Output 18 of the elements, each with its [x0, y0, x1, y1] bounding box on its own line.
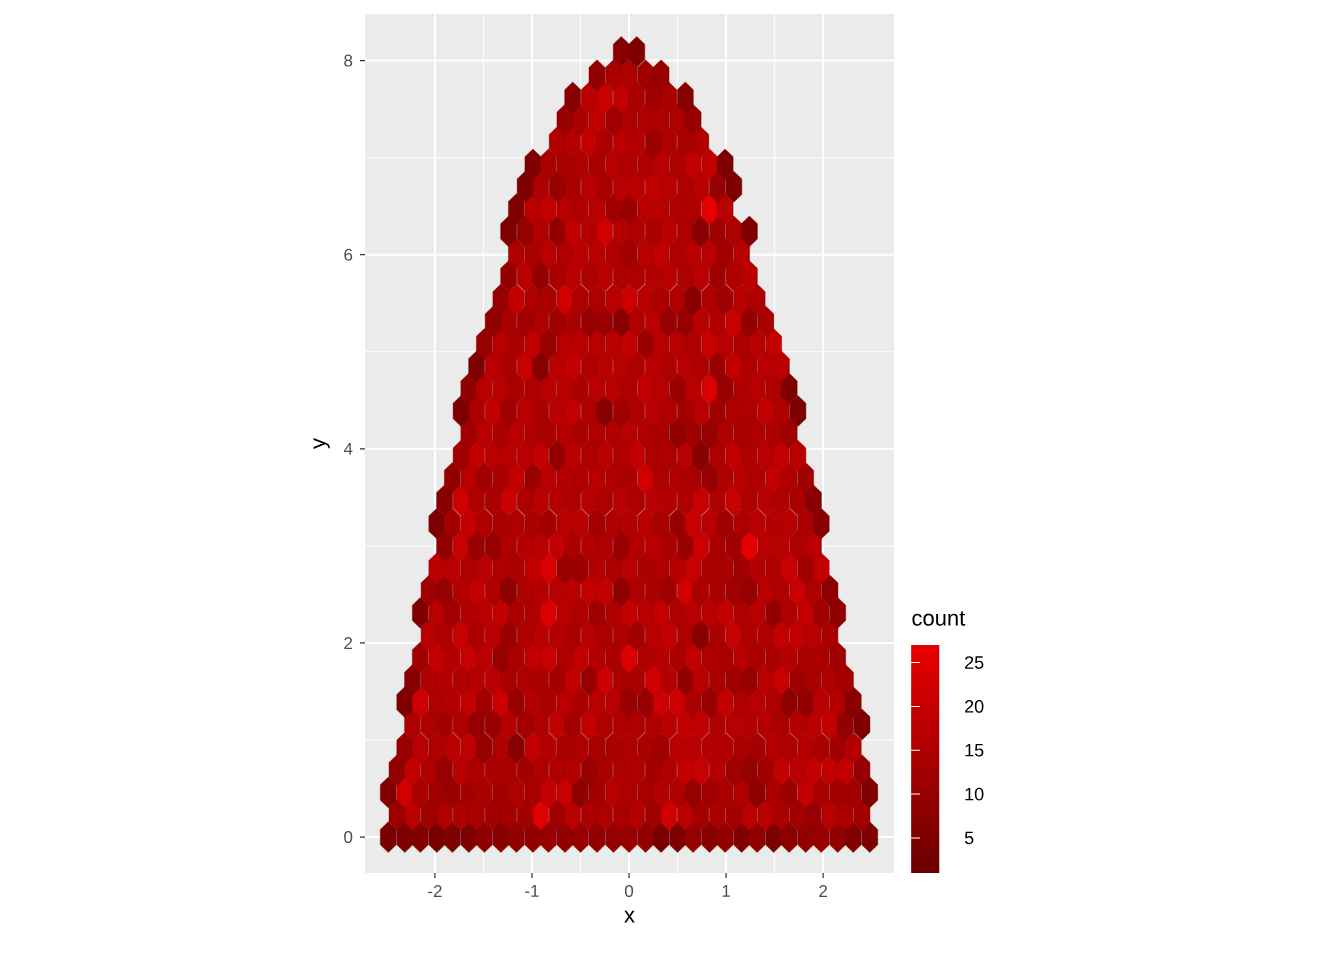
color-bar-label: 10	[965, 787, 984, 801]
x-tick-label: -2	[428, 885, 442, 897]
x-axis-title: x	[624, 910, 635, 923]
y-tick-label: 4	[343, 442, 353, 455]
color-bar-label: 15	[965, 743, 984, 757]
x-tick-label: 2	[819, 885, 828, 897]
color-bar-label: 20	[965, 700, 984, 713]
y-tick-label: 0	[344, 831, 353, 844]
color-bar-label: 5	[964, 831, 974, 845]
x-tick-label: 0	[624, 885, 634, 898]
x-tick-label: 1	[722, 885, 730, 897]
color-bar-label: 25	[965, 656, 984, 669]
y-axis-title: y	[313, 438, 330, 449]
x-tick-label: -1	[525, 885, 539, 897]
y-tick-label: 6	[344, 248, 353, 261]
color-bar-title: count	[912, 611, 966, 626]
y-tick-label: 8	[344, 54, 353, 67]
y-tick-label: 2	[344, 637, 353, 649]
